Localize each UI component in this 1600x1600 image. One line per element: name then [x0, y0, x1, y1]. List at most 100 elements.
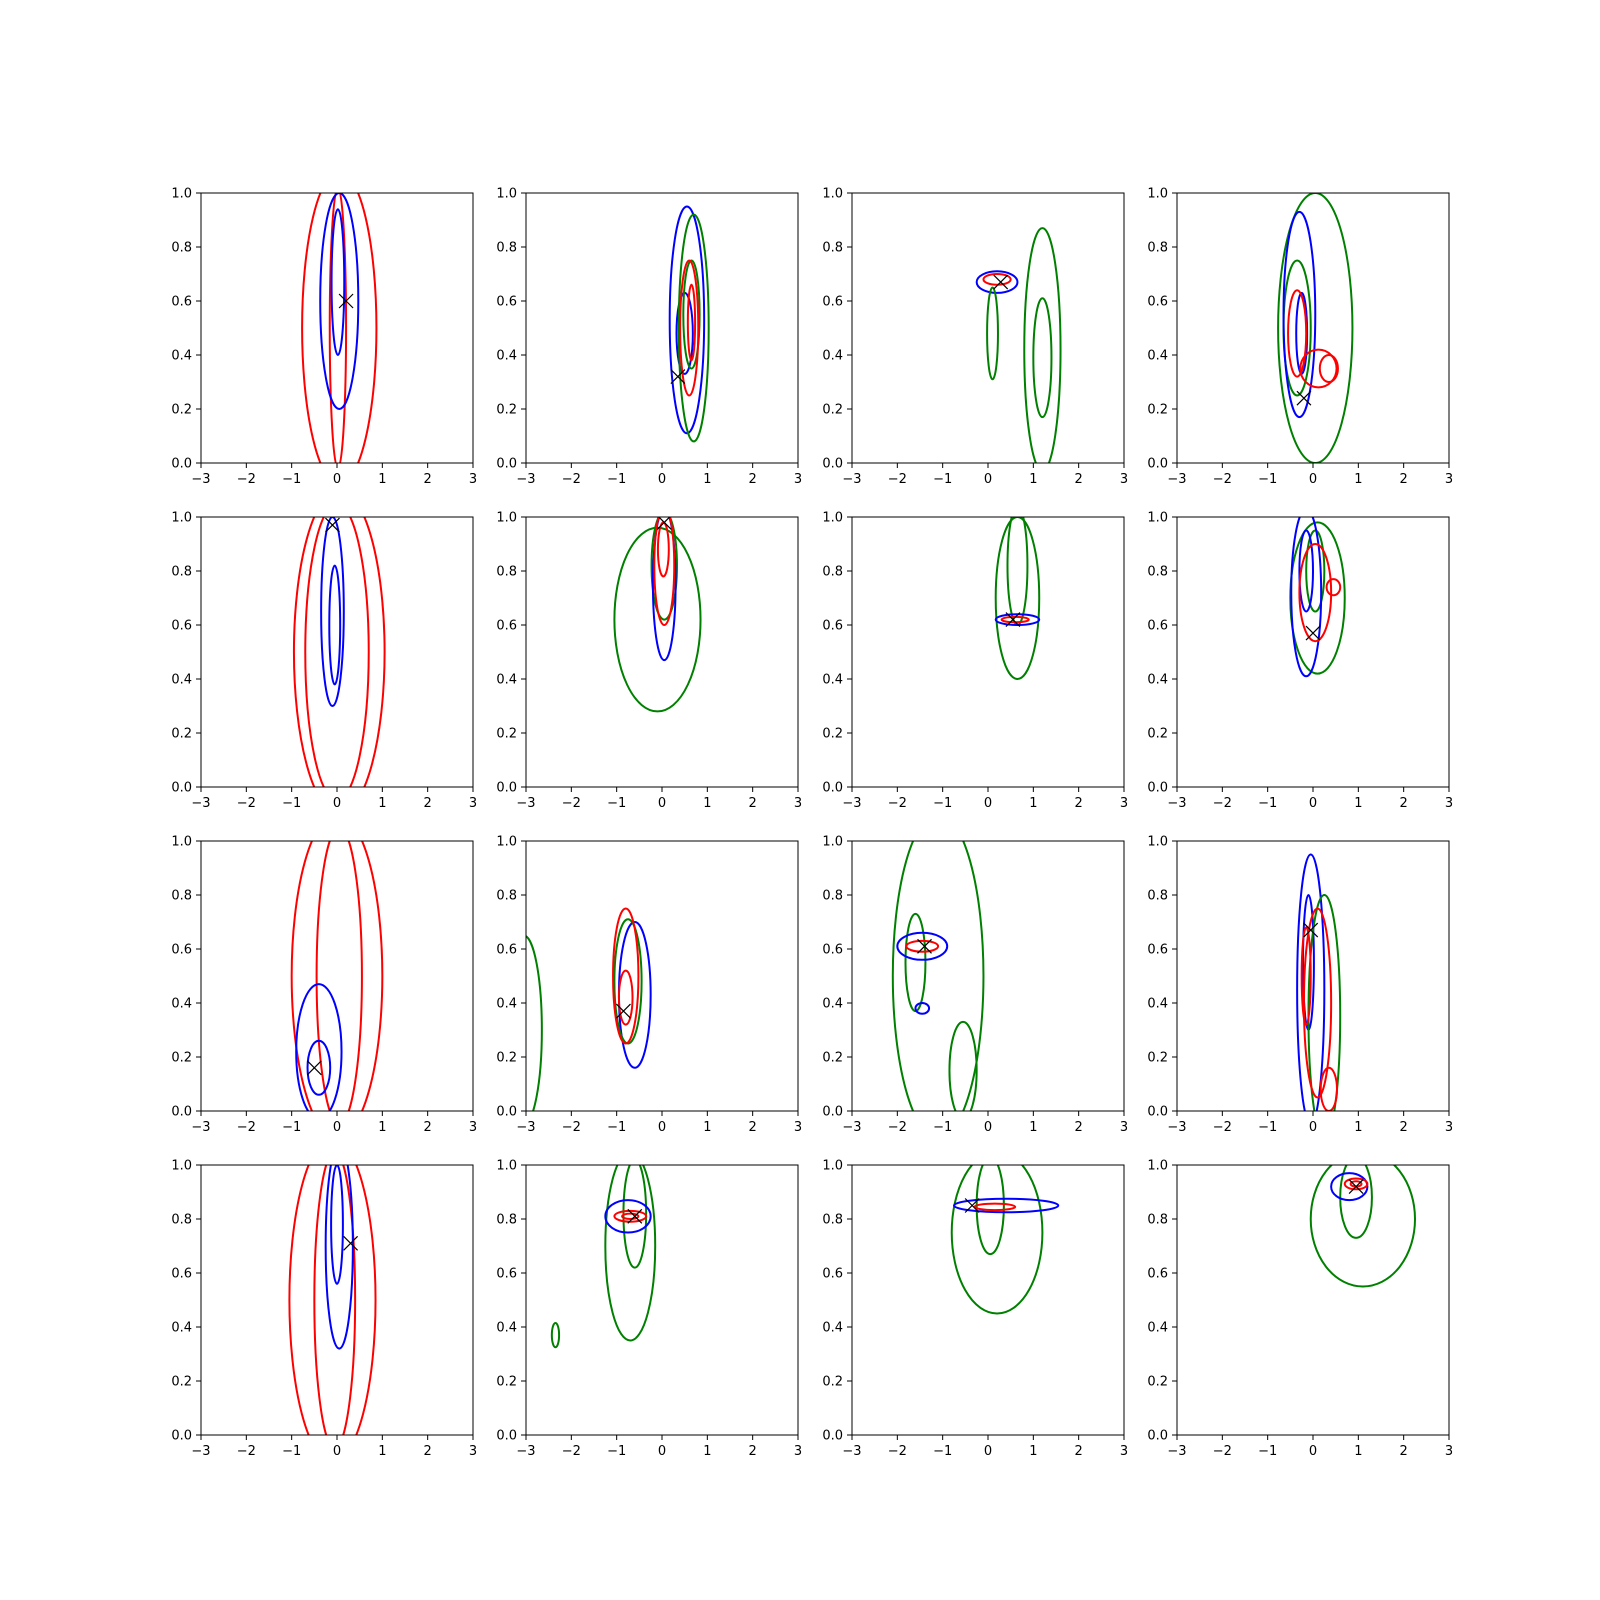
x-tick-label: −3: [842, 796, 861, 811]
x-tick-label: 1: [378, 472, 386, 487]
x-marker: [616, 1003, 631, 1019]
y-tick-label: 0.0: [1147, 457, 1168, 472]
y-tick-label: 0.2: [822, 403, 843, 418]
red-contour: [1325, 578, 1342, 597]
green-contour: [526, 935, 543, 1111]
y-tick-label: 0.6: [822, 619, 843, 634]
red-contour: [656, 521, 670, 578]
y-tick-label: 0.8: [1147, 889, 1168, 904]
x-tick-label: −2: [562, 796, 581, 811]
x-tick-label: 2: [1075, 796, 1083, 811]
x-marker: [325, 517, 340, 533]
y-tick-label: 0.4: [496, 1321, 517, 1336]
x-tick-label: 1: [703, 472, 711, 487]
axes-frame: [525, 1164, 799, 1436]
x-tick-label: −2: [562, 472, 581, 487]
x-tick-label: 1: [1354, 472, 1362, 487]
x-tick-label: −2: [562, 1444, 581, 1459]
subplot-2-4: −3 −2 −1 0 1 2 3 0.0 0.2 0.4 0.6 0.8 1.0: [1147, 511, 1453, 812]
x-tick-label: 0: [1309, 1444, 1317, 1459]
y-tick-label: 0.2: [496, 1375, 517, 1390]
y-tick-label: 0.6: [171, 295, 192, 310]
blue-contour: [914, 1002, 931, 1015]
red-contour: [982, 273, 1012, 286]
y-tick-label: 0.4: [822, 349, 843, 364]
red-contour: [1298, 543, 1333, 643]
x-tick-label: 1: [1029, 1120, 1037, 1135]
y-tick-label: 0.6: [496, 295, 517, 310]
x-tick-label: 1: [703, 1120, 711, 1135]
subplot-4-4: −3 −2 −1 0 1 2 3 0.0 0.2 0.4 0.6 0.8 1.0: [1147, 1159, 1453, 1460]
y-tick-label: 0.2: [1147, 1051, 1168, 1066]
blue-contour: [994, 613, 1041, 626]
x-tick-label: 3: [469, 1444, 477, 1459]
red-contour: [1300, 926, 1312, 1026]
x-tick-label: 1: [1354, 796, 1362, 811]
x-marker: [656, 517, 672, 530]
x-tick-label: −3: [1167, 1120, 1186, 1135]
y-tick-label: 1.0: [822, 187, 843, 202]
y-tick-label: 0.2: [171, 1051, 192, 1066]
x-tick-label: −3: [1167, 1444, 1186, 1459]
y-tick-label: 0.4: [1147, 997, 1168, 1012]
x-tick-label: −3: [191, 796, 210, 811]
y-tick-label: 0.2: [1147, 727, 1168, 742]
subplot-2-3: −3 −2 −1 0 1 2 3 0.0 0.2 0.4 0.6 0.8 1.0: [822, 511, 1128, 812]
red-contour: [290, 841, 384, 1111]
x-marker: [306, 1060, 322, 1076]
red-contour: [301, 193, 378, 463]
y-tick-label: 0.6: [1147, 943, 1168, 958]
x-tick-label: −1: [1258, 1120, 1277, 1135]
subplot-1-4: −3 −2 −1 0 1 2 3 0.0 0.2 0.4 0.6 0.8 1.0: [1147, 187, 1453, 488]
y-tick-label: 0.6: [496, 943, 517, 958]
x-tick-label: 0: [333, 1444, 341, 1459]
y-tick-label: 0.2: [496, 1051, 517, 1066]
green-contour: [986, 286, 999, 381]
y-tick-label: 1.0: [496, 835, 517, 850]
x-tick-label: 2: [1075, 472, 1083, 487]
red-contour: [1302, 907, 1333, 1099]
axes-frame: [200, 192, 474, 464]
x-tick-label: 3: [1445, 472, 1453, 487]
y-tick-label: 0.8: [822, 565, 843, 580]
x-tick-label: 2: [749, 796, 757, 811]
y-tick-label: 0.4: [171, 349, 192, 364]
y-tick-label: 0.2: [822, 727, 843, 742]
x-tick-label: −1: [282, 1120, 301, 1135]
x-tick-label: −2: [888, 796, 907, 811]
x-tick-label: −1: [282, 1444, 301, 1459]
y-tick-label: 1.0: [822, 835, 843, 850]
y-tick-label: 0.4: [171, 673, 192, 688]
x-tick-label: 2: [1400, 796, 1408, 811]
y-tick-label: 0.4: [822, 1321, 843, 1336]
x-tick-label: 2: [1400, 1120, 1408, 1135]
x-tick-label: 2: [424, 1444, 432, 1459]
subplot-2-1: −3 −2 −1 0 1 2 3 0.0 0.2 0.4 0.6 0.8 1.0: [171, 511, 477, 812]
plot-area: [526, 907, 652, 1111]
y-tick-label: 0.0: [496, 1105, 517, 1120]
subplot-3-3: −3 −2 −1 0 1 2 3 0.0 0.2 0.4 0.6 0.8 1.0: [822, 835, 1128, 1136]
x-tick-label: 1: [703, 796, 711, 811]
x-tick-label: 2: [1075, 1120, 1083, 1135]
x-tick-label: 2: [749, 1120, 757, 1135]
plot-area: [1277, 193, 1354, 463]
x-tick-label: −2: [1213, 1120, 1232, 1135]
blue-contour: [1330, 1172, 1369, 1202]
blue-contour: [330, 208, 346, 357]
y-tick-label: 0.0: [496, 781, 517, 796]
subplot-3-1: −3 −2 −1 0 1 2 3 0.0 0.2 0.4 0.6 0.8 1.0: [171, 835, 477, 1136]
x-tick-label: −3: [516, 796, 535, 811]
y-tick-label: 0.8: [822, 889, 843, 904]
red-contour: [313, 1165, 357, 1435]
axes-frame: [200, 840, 474, 1112]
plot-area: [550, 1165, 657, 1349]
axes-frame: [1176, 192, 1450, 464]
x-tick-label: 1: [1029, 1444, 1037, 1459]
x-tick-label: 2: [424, 472, 432, 487]
x-tick-label: −3: [516, 1120, 535, 1135]
green-contour: [650, 517, 678, 621]
x-tick-label: 1: [378, 1444, 386, 1459]
green-contour: [604, 1165, 657, 1342]
plot-area: [288, 1165, 377, 1435]
x-tick-label: 2: [1400, 1444, 1408, 1459]
